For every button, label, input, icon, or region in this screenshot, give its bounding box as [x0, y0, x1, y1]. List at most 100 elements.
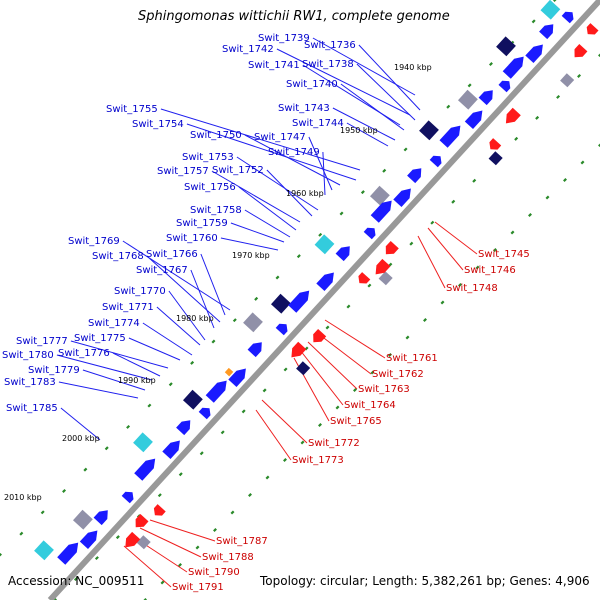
label-leader [238, 186, 297, 231]
gene-label-forward[interactable]: Swit_1738 [302, 59, 354, 70]
gene-label-reverse[interactable]: Swit_1746 [464, 265, 516, 276]
gene-label-reverse[interactable]: Swit_1748 [446, 283, 498, 294]
gc-dot [472, 178, 477, 183]
feature-block [73, 509, 93, 530]
gene-label-forward[interactable]: Swit_1775 [74, 333, 126, 344]
gene-label-reverse[interactable]: Swit_1764 [344, 400, 396, 411]
label-leader [139, 527, 202, 558]
gene-label-reverse[interactable]: Swit_1763 [358, 384, 410, 395]
gene-label-forward[interactable]: Swit_1750 [190, 130, 242, 141]
gc-dot [241, 409, 246, 414]
gene-label-forward[interactable]: Swit_1777 [16, 336, 68, 347]
gene-label-reverse[interactable]: Swit_1761 [386, 353, 438, 364]
label-leader [434, 221, 478, 255]
gc-dot [40, 510, 45, 515]
label-leader [142, 322, 193, 356]
gene-label-forward[interactable]: Swit_1758 [190, 205, 242, 216]
gene-arrow-reverse [385, 241, 399, 255]
gene-label-forward[interactable]: Swit_1783 [4, 377, 56, 388]
gc-dot [178, 472, 183, 477]
gc-dot [190, 360, 195, 365]
gene-label-forward[interactable]: Swit_1743 [278, 103, 330, 114]
accession-text: Accession: NC_009511 [8, 574, 145, 588]
gc-dot [19, 531, 24, 536]
feature-block [136, 535, 151, 550]
gene-label-reverse[interactable]: Swit_1773 [292, 455, 344, 466]
gc-dot [147, 403, 152, 408]
gene-label-forward[interactable]: Swit_1755 [106, 104, 158, 115]
label-leader [332, 107, 396, 141]
gene-arrow-forward [561, 11, 574, 24]
genome-backbone [47, 0, 600, 600]
gene-label-reverse[interactable]: Swit_1765 [330, 416, 382, 427]
gene-arrow-forward [502, 56, 524, 79]
label-leader [112, 352, 161, 377]
gc-dot [199, 451, 204, 456]
gc-dot [382, 168, 387, 173]
gene-arrow-forward [393, 188, 411, 207]
gene-label-forward[interactable]: Swit_1756 [184, 182, 236, 193]
gene-label-forward[interactable]: Swit_1771 [102, 302, 154, 313]
gene-label-reverse[interactable]: Swit_1791 [172, 582, 224, 593]
gene-label-forward[interactable]: Swit_1760 [166, 233, 218, 244]
gene-label-reverse[interactable]: Swit_1745 [478, 249, 530, 260]
gene-label-forward[interactable]: Swit_1754 [132, 119, 184, 130]
gc-dot [262, 388, 267, 393]
gene-label-forward[interactable]: Swit_1736 [304, 40, 356, 51]
gene-arrow-reverse [586, 23, 599, 35]
gene-label-forward[interactable]: Swit_1767 [136, 265, 188, 276]
label-leader [276, 48, 411, 116]
gene-label-forward[interactable]: Swit_1741 [248, 60, 300, 71]
gene-label-reverse[interactable]: Swit_1762 [372, 369, 424, 380]
label-leader [220, 237, 279, 251]
gene-arrow-forward [370, 200, 392, 223]
gene-label-forward[interactable]: Swit_1739 [258, 33, 310, 44]
label-leader [186, 123, 357, 181]
feature-block [296, 361, 311, 376]
gc-dot [143, 598, 147, 600]
gene-label-forward[interactable]: Swit_1742 [222, 44, 274, 55]
gene-label-forward[interactable]: Swit_1749 [268, 147, 320, 158]
feature-block [34, 540, 54, 561]
gene-label-forward[interactable]: Swit_1757 [157, 166, 209, 177]
gene-arrow-forward [79, 530, 98, 549]
gc-dot [598, 53, 600, 57]
gene-arrow-forward [429, 155, 442, 168]
gene-label-forward[interactable]: Swit_1776 [58, 348, 110, 359]
gene-label-forward[interactable]: Swit_1740 [286, 79, 338, 90]
feature-block [224, 367, 234, 377]
gc-dot [556, 94, 561, 99]
gene-label-forward[interactable]: Swit_1753 [182, 152, 234, 163]
gene-label-forward[interactable]: Swit_1769 [68, 236, 120, 247]
gene-label-reverse[interactable]: Swit_1787 [216, 536, 268, 547]
gc-dot [458, 283, 462, 287]
gene-label-forward[interactable]: Swit_1780 [2, 350, 54, 361]
gc-dot [528, 213, 532, 217]
gene-label-forward[interactable]: Swit_1759 [176, 218, 228, 229]
gene-label-forward[interactable]: Swit_1744 [292, 118, 344, 129]
label-leader [200, 253, 226, 316]
gene-label-forward[interactable]: Swit_1770 [114, 286, 166, 297]
label-leader [56, 354, 153, 381]
gene-label-reverse[interactable]: Swit_1788 [202, 552, 254, 563]
gc-dot [0, 553, 2, 557]
gene-label-reverse[interactable]: Swit_1772 [308, 438, 360, 449]
gene-label-forward[interactable]: Swit_1785 [6, 403, 58, 414]
gene-label-forward[interactable]: Swit_1752 [212, 165, 264, 176]
position-marker: 1990 kbp [118, 376, 156, 385]
gene-label-forward[interactable]: Swit_1747 [254, 132, 306, 143]
gene-label-forward[interactable]: Swit_1768 [92, 251, 144, 262]
gene-arrow-forward [288, 290, 310, 313]
gc-dot [195, 545, 200, 550]
gene-label-forward[interactable]: Swit_1779 [28, 365, 80, 376]
gene-label-reverse[interactable]: Swit_1790 [188, 567, 240, 578]
label-leader [299, 349, 344, 406]
gene-label-forward[interactable]: Swit_1766 [146, 249, 198, 260]
gc-dot [83, 467, 88, 472]
feature-track [34, 0, 575, 561]
gc-dot [73, 577, 78, 582]
gene-label-forward[interactable]: Swit_1774 [88, 318, 140, 329]
gc-dot [388, 353, 392, 357]
label-leader [128, 337, 181, 361]
gc-dot [178, 563, 182, 567]
